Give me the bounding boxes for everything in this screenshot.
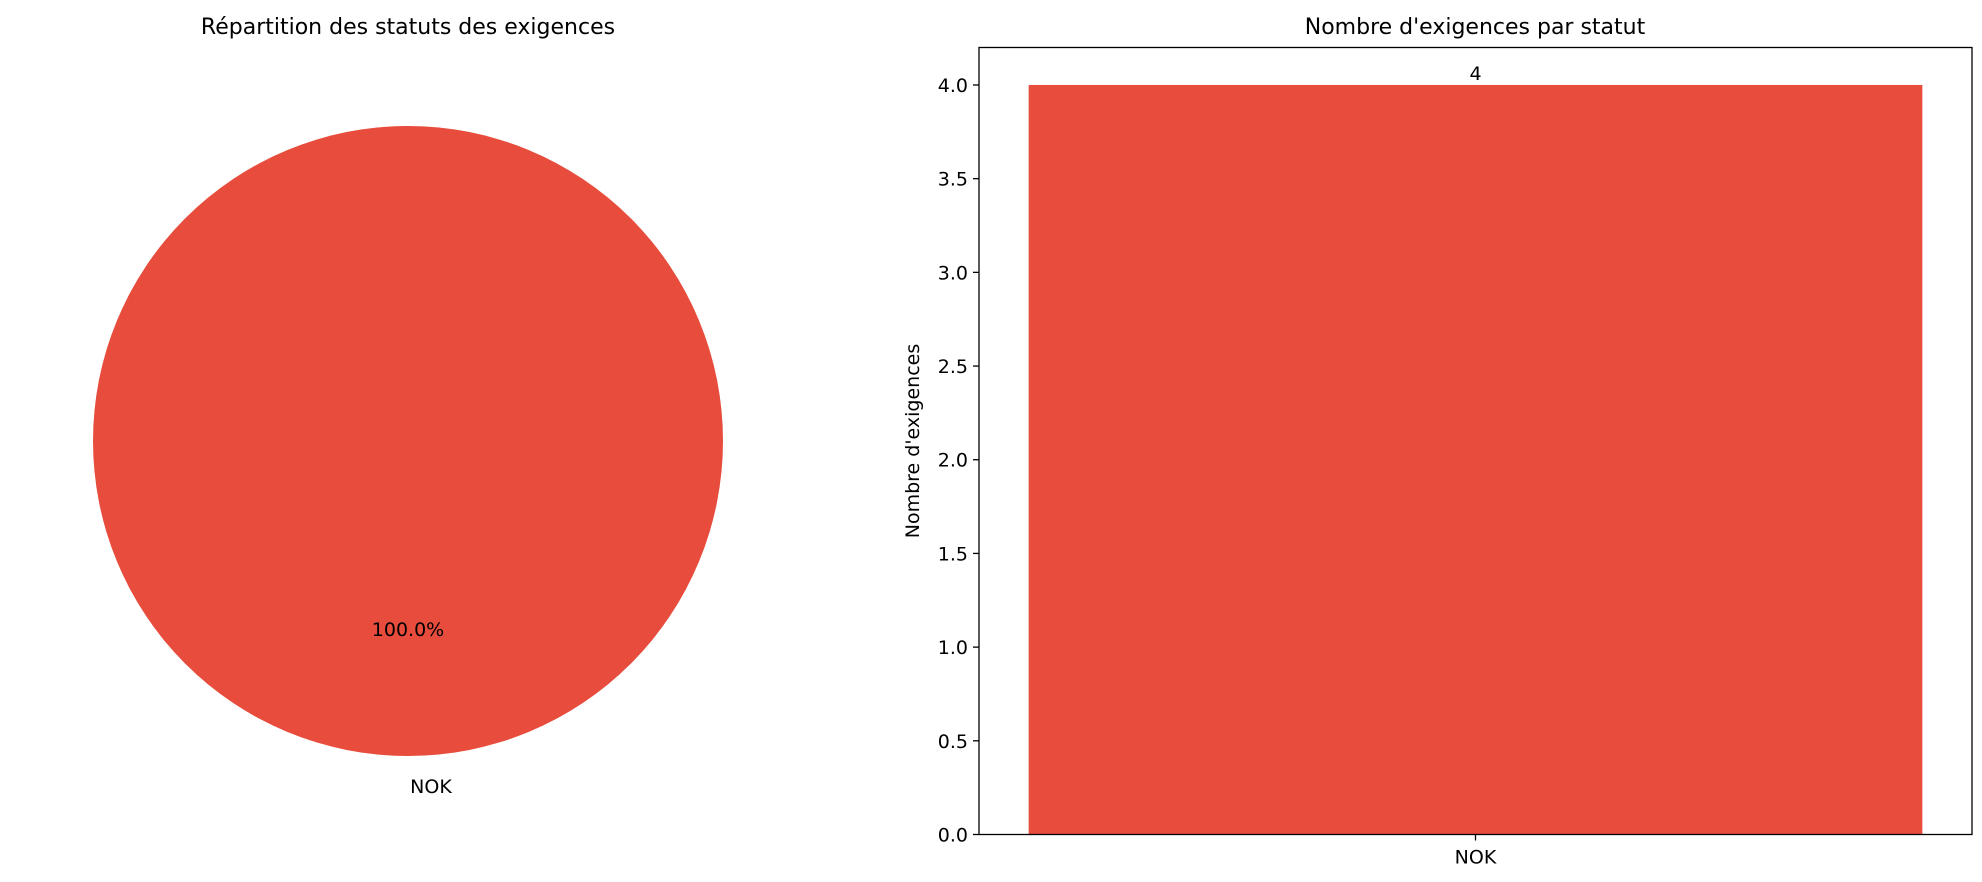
x-tick-label: NOK — [1455, 847, 1497, 869]
pie-chart: Répartition des statuts des exigences 10… — [93, 15, 723, 798]
pie-chart-title: Répartition des statuts des exigences — [201, 15, 615, 40]
bar-chart-title: Nombre d'exigences par statut — [1305, 15, 1646, 40]
pie-slices — [93, 126, 723, 756]
y-tick-label: 3.5 — [938, 169, 968, 191]
y-tick-label: 4.0 — [938, 75, 968, 97]
pie-slice-category-label: NOK — [410, 776, 452, 798]
y-tick-label: 2.0 — [938, 450, 968, 472]
y-tick-label: 1.0 — [938, 637, 968, 659]
y-tick-label: 0.5 — [938, 731, 968, 753]
bars: 4 — [1028, 63, 1923, 835]
y-tick-label: 1.5 — [938, 543, 968, 565]
bar-nok — [1028, 84, 1923, 835]
bar-data-label: 4 — [1469, 63, 1481, 85]
y-tick-label: 3.0 — [938, 262, 968, 284]
bar-chart: Nombre d'exigences par statut 4 0.0 0.5 1.… — [902, 15, 1973, 869]
y-tick-label: 0.0 — [938, 825, 968, 847]
pie-slice-nok — [93, 126, 723, 756]
y-axis-ticks: 0.0 0.5 1.0 1.5 2.0 2.5 3.0 3.5 4.0 — [938, 75, 979, 847]
x-axis-ticks: NOK — [1455, 834, 1497, 869]
y-tick-label: 2.5 — [938, 356, 968, 378]
pie-slice-percent-label: 100.0% — [372, 619, 444, 641]
y-axis-label: Nombre d'exigences — [902, 344, 924, 539]
